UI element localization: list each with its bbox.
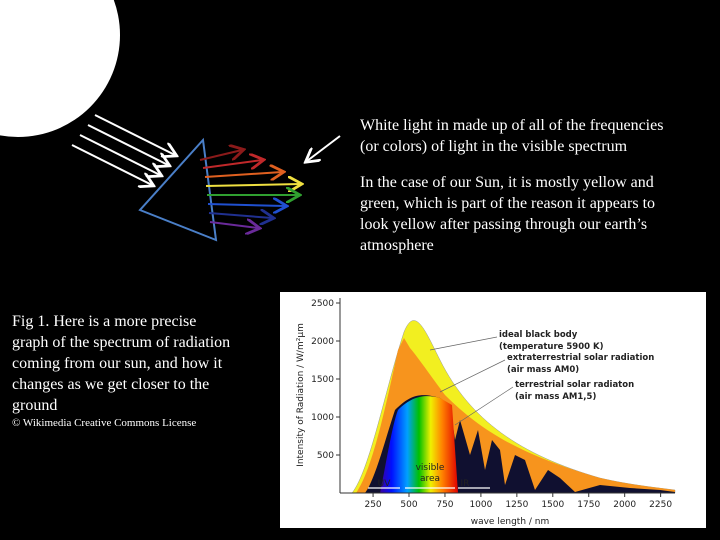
credit: © Wikimedia Creative Commons License xyxy=(12,417,196,429)
pointer-arrow xyxy=(307,135,341,161)
visible-label: visible xyxy=(416,463,445,473)
y-tick-label: 1500 xyxy=(311,375,334,385)
x-tick-label: 1750 xyxy=(577,500,600,510)
x-tick-label: 750 xyxy=(436,500,453,510)
description-line: green, which is part of the reason it ap… xyxy=(360,195,655,212)
description-line: White light in made up of all of the fre… xyxy=(360,117,663,134)
annotation-leaders xyxy=(429,336,514,426)
x-tick-label: 1000 xyxy=(469,500,492,510)
x-tick-label: 2250 xyxy=(649,500,672,510)
y-tick-label: 2000 xyxy=(311,337,334,347)
caption-line: graph of the spectrum of radiation xyxy=(12,334,230,351)
caption-line: ground xyxy=(12,397,57,414)
x-tick-label: 250 xyxy=(364,500,381,510)
x-tick-label: 1250 xyxy=(505,500,528,510)
x-tick-label: 1500 xyxy=(541,500,564,510)
x-tick-label: 2000 xyxy=(613,500,636,510)
visible-label: area xyxy=(420,474,440,484)
figure xyxy=(280,292,706,528)
color-rays xyxy=(199,150,300,228)
x-tick-label: 500 xyxy=(400,500,417,510)
ir-label: IR xyxy=(461,479,470,489)
description-line: look yellow after passing through our ea… xyxy=(360,216,647,233)
annotation: extraterrestrial solar radiation xyxy=(507,353,654,363)
white-rays xyxy=(71,114,175,185)
description-line: (or colors) of light in the visible spec… xyxy=(360,138,628,155)
description-line: In the case of our Sun, it is mostly yel… xyxy=(360,174,654,191)
y-tick-label: 1000 xyxy=(311,413,334,423)
uv-label: UV xyxy=(378,479,392,489)
y-axis-label: Intensity of Radiation / W/m²μm xyxy=(296,323,306,467)
description-line: atmosphere xyxy=(360,237,434,254)
annotation: terrestrial solar radiaton xyxy=(515,380,634,390)
annotation: ideal black body xyxy=(499,330,578,340)
sun xyxy=(0,0,120,137)
prism xyxy=(138,137,218,242)
caption-line: coming from our sun, and how it xyxy=(12,355,223,372)
annotation: (temperature 5900 K) xyxy=(499,342,604,352)
x-axis-label: wave length / nm xyxy=(471,517,550,527)
y-tick-label: 2500 xyxy=(311,299,334,309)
annotation: (air mass AM0) xyxy=(507,365,579,375)
visible-band xyxy=(380,396,458,493)
caption-line: Fig 1. Here is a more precise xyxy=(12,313,196,330)
caption-line: changes as we get closer to the xyxy=(12,376,209,393)
y-tick-label: 500 xyxy=(317,451,334,461)
annotation: (air mass AM1,5) xyxy=(515,392,596,402)
